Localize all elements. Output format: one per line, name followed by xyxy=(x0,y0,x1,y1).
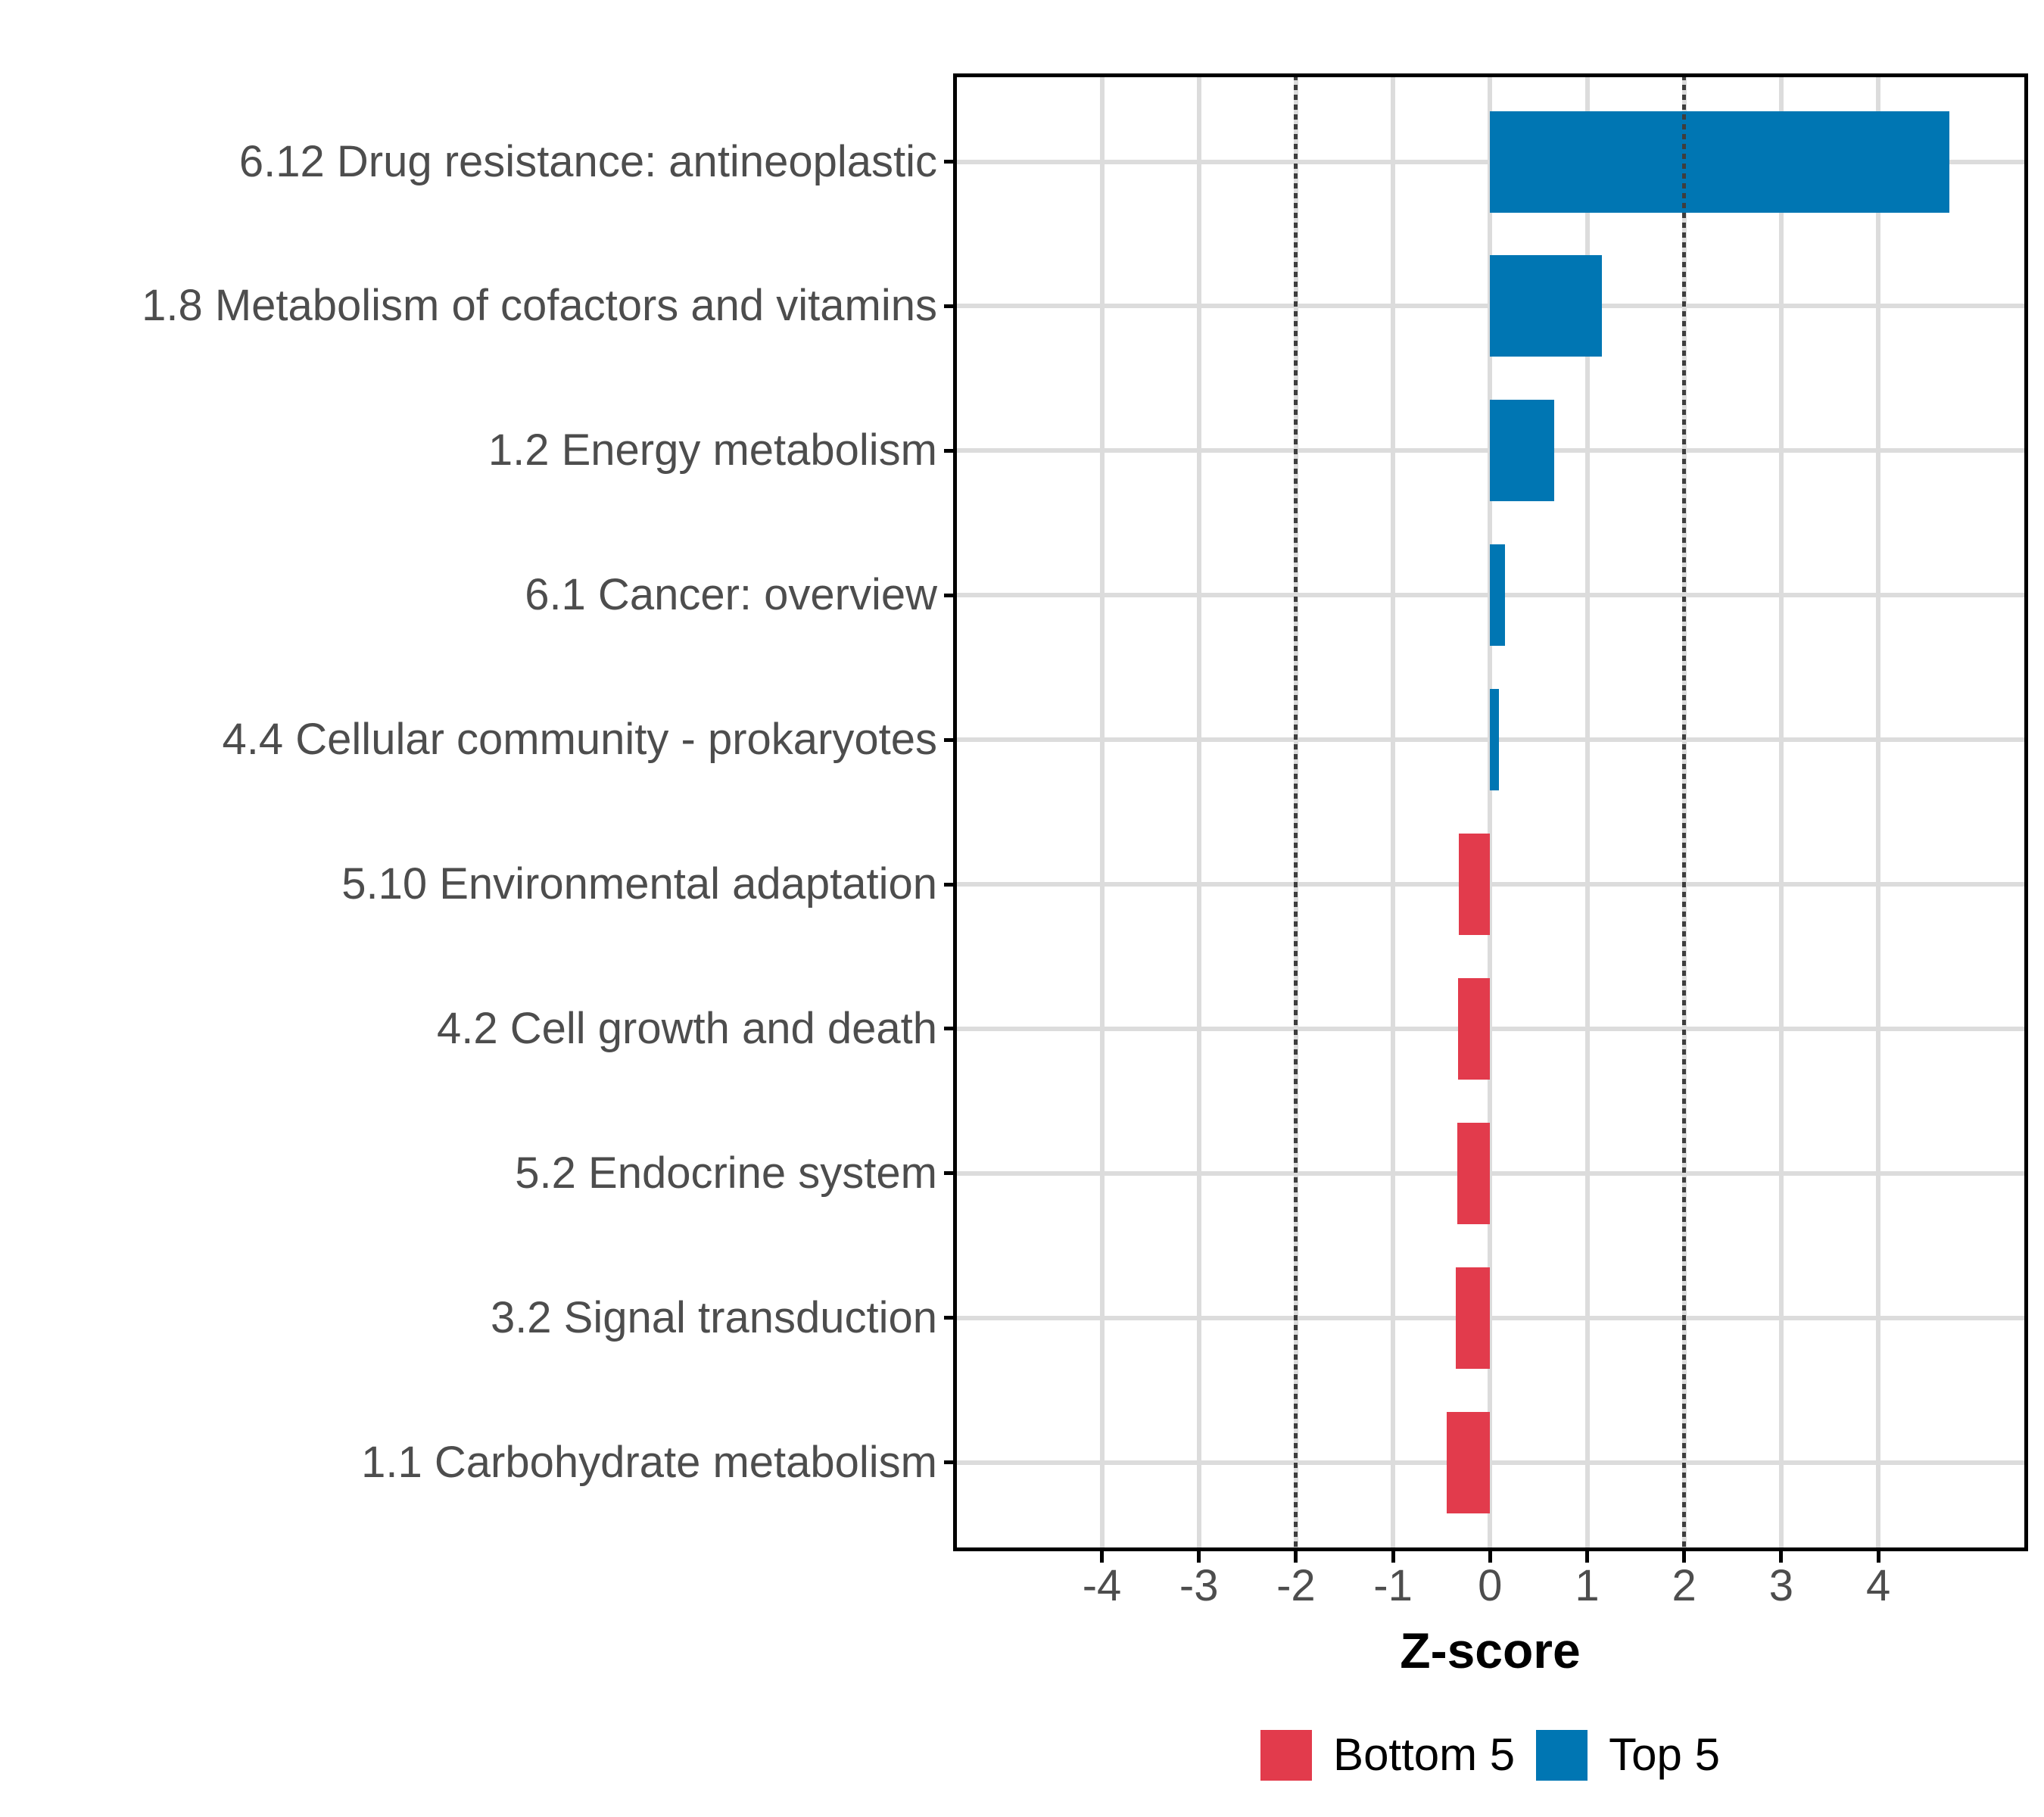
category-label: 6.12 Drug resistance: antineoplastic xyxy=(238,136,937,186)
x-tick-label: -3 xyxy=(1179,1561,1219,1610)
legend-label-bottom5: Bottom 5 xyxy=(1333,1729,1516,1780)
x-tick-label: 1 xyxy=(1575,1561,1600,1610)
gridline-x xyxy=(1099,75,1105,1549)
plot-panel xyxy=(952,73,2028,1551)
category-label: 1.8 Metabolism of cofactors and vitamins xyxy=(142,281,937,331)
category-label: 4.4 Cellular community - prokaryotes xyxy=(222,715,937,765)
legend-swatch-top5 xyxy=(1536,1729,1588,1781)
category-label: 3.2 Signal transduction xyxy=(490,1292,937,1342)
category-label: 6.1 Cancer: overview xyxy=(525,570,937,620)
legend-label-top5: Top 5 xyxy=(1609,1729,1720,1780)
bar xyxy=(1490,255,1602,357)
legend-item-bottom5: Bottom 5 xyxy=(1260,1729,1515,1781)
gridline-x xyxy=(1778,75,1784,1549)
y-tick-mark xyxy=(944,882,955,887)
y-tick-mark xyxy=(944,1027,955,1031)
gridline-x xyxy=(1488,75,1493,1549)
x-tick-mark xyxy=(1294,1551,1298,1563)
y-tick-mark xyxy=(944,1460,955,1465)
x-tick-label: 4 xyxy=(1865,1561,1891,1610)
gridline-x xyxy=(1391,75,1396,1549)
legend-item-top5: Top 5 xyxy=(1536,1729,1720,1781)
x-tick-label: 2 xyxy=(1672,1561,1697,1610)
bar xyxy=(1457,1122,1491,1224)
legend-swatch-bottom5 xyxy=(1260,1729,1313,1781)
gridline-x xyxy=(1196,75,1201,1549)
x-tick-label: 0 xyxy=(1478,1561,1503,1610)
bar xyxy=(1490,111,1949,213)
y-tick-mark xyxy=(944,737,955,742)
bar xyxy=(1459,834,1491,935)
x-axis-title: Z-score xyxy=(1400,1622,1581,1678)
category-label: 4.2 Cell growth and death xyxy=(437,1003,937,1053)
x-tick-mark xyxy=(1391,1551,1395,1563)
bar xyxy=(1490,400,1554,502)
x-tick-mark xyxy=(1197,1551,1201,1563)
y-tick-mark xyxy=(944,1171,955,1176)
reference-line xyxy=(1294,75,1298,1549)
category-label: 1.2 Energy metabolism xyxy=(488,425,937,475)
x-tick-mark xyxy=(1779,1551,1784,1563)
x-tick-label: -4 xyxy=(1082,1561,1122,1610)
reference-line xyxy=(1682,75,1687,1549)
y-tick-mark xyxy=(944,448,955,453)
gridline-x xyxy=(1584,75,1590,1549)
x-tick-mark xyxy=(1876,1551,1880,1563)
x-tick-mark xyxy=(1488,1551,1492,1563)
legend: Bottom 5 Top 5 xyxy=(955,1729,2026,1781)
y-tick-mark xyxy=(944,160,955,164)
bar xyxy=(1446,1411,1491,1513)
x-tick-mark xyxy=(1585,1551,1589,1563)
x-tick-mark xyxy=(1682,1551,1687,1563)
gridline-x xyxy=(1876,75,1881,1549)
x-tick-mark xyxy=(1100,1551,1104,1563)
category-label: 5.10 Environmental adaptation xyxy=(341,859,937,908)
y-tick-mark xyxy=(944,593,955,597)
category-label: 1.1 Carbohydrate metabolism xyxy=(361,1437,937,1487)
bar xyxy=(1490,689,1499,791)
bar xyxy=(1456,1267,1491,1369)
y-tick-mark xyxy=(944,304,955,308)
x-tick-label: -1 xyxy=(1373,1561,1413,1610)
bar xyxy=(1457,977,1491,1080)
x-tick-label: 3 xyxy=(1768,1561,1794,1610)
bar xyxy=(1490,544,1505,647)
y-tick-mark xyxy=(944,1316,955,1320)
category-label: 5.2 Endocrine system xyxy=(515,1148,937,1198)
x-tick-label: -2 xyxy=(1276,1561,1316,1610)
